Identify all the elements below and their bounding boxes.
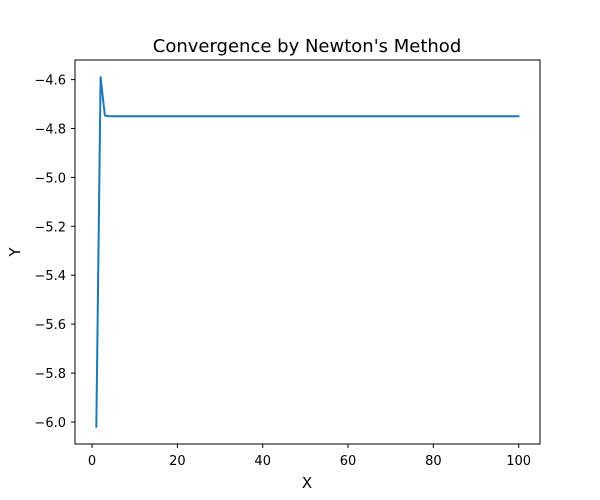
x-tick-label: 20: [169, 454, 186, 469]
x-tick-label: 60: [340, 454, 357, 469]
y-axis-label: Y: [6, 247, 24, 258]
y-tick-label: −4.8: [34, 122, 66, 137]
chart-title: Convergence by Newton's Method: [153, 36, 462, 57]
y-tick-label: −4.6: [34, 74, 66, 89]
x-tick-label: 80: [425, 454, 442, 469]
x-tick-label: 0: [88, 454, 96, 469]
y-tick-label: −5.0: [34, 171, 66, 186]
series-line: [95, 76, 520, 428]
y-tick-label: −5.4: [34, 269, 66, 284]
y-tick-label: −5.8: [34, 367, 66, 382]
y-axis-ticks: −6.0 −5.8 −5.6 −5.4 −5.2 −5.0 −4.8 −4.6: [34, 74, 75, 431]
y-tick-label: −5.6: [34, 318, 66, 333]
y-tick-label: −6.0: [34, 416, 66, 431]
y-tick-label: −5.2: [34, 220, 66, 235]
axes-frame: [74, 59, 541, 445]
x-tick-label: 40: [254, 454, 271, 469]
x-axis-ticks: 0 20 40 60 80 100: [88, 444, 531, 469]
x-tick-label: 100: [506, 454, 531, 469]
x-axis-label: X: [302, 474, 312, 492]
plot-area: 0 20 40 60 80 100 −6.0 −5.8 −5.6 −5.4 −5.2 −5.0 −4.…: [34, 59, 541, 469]
